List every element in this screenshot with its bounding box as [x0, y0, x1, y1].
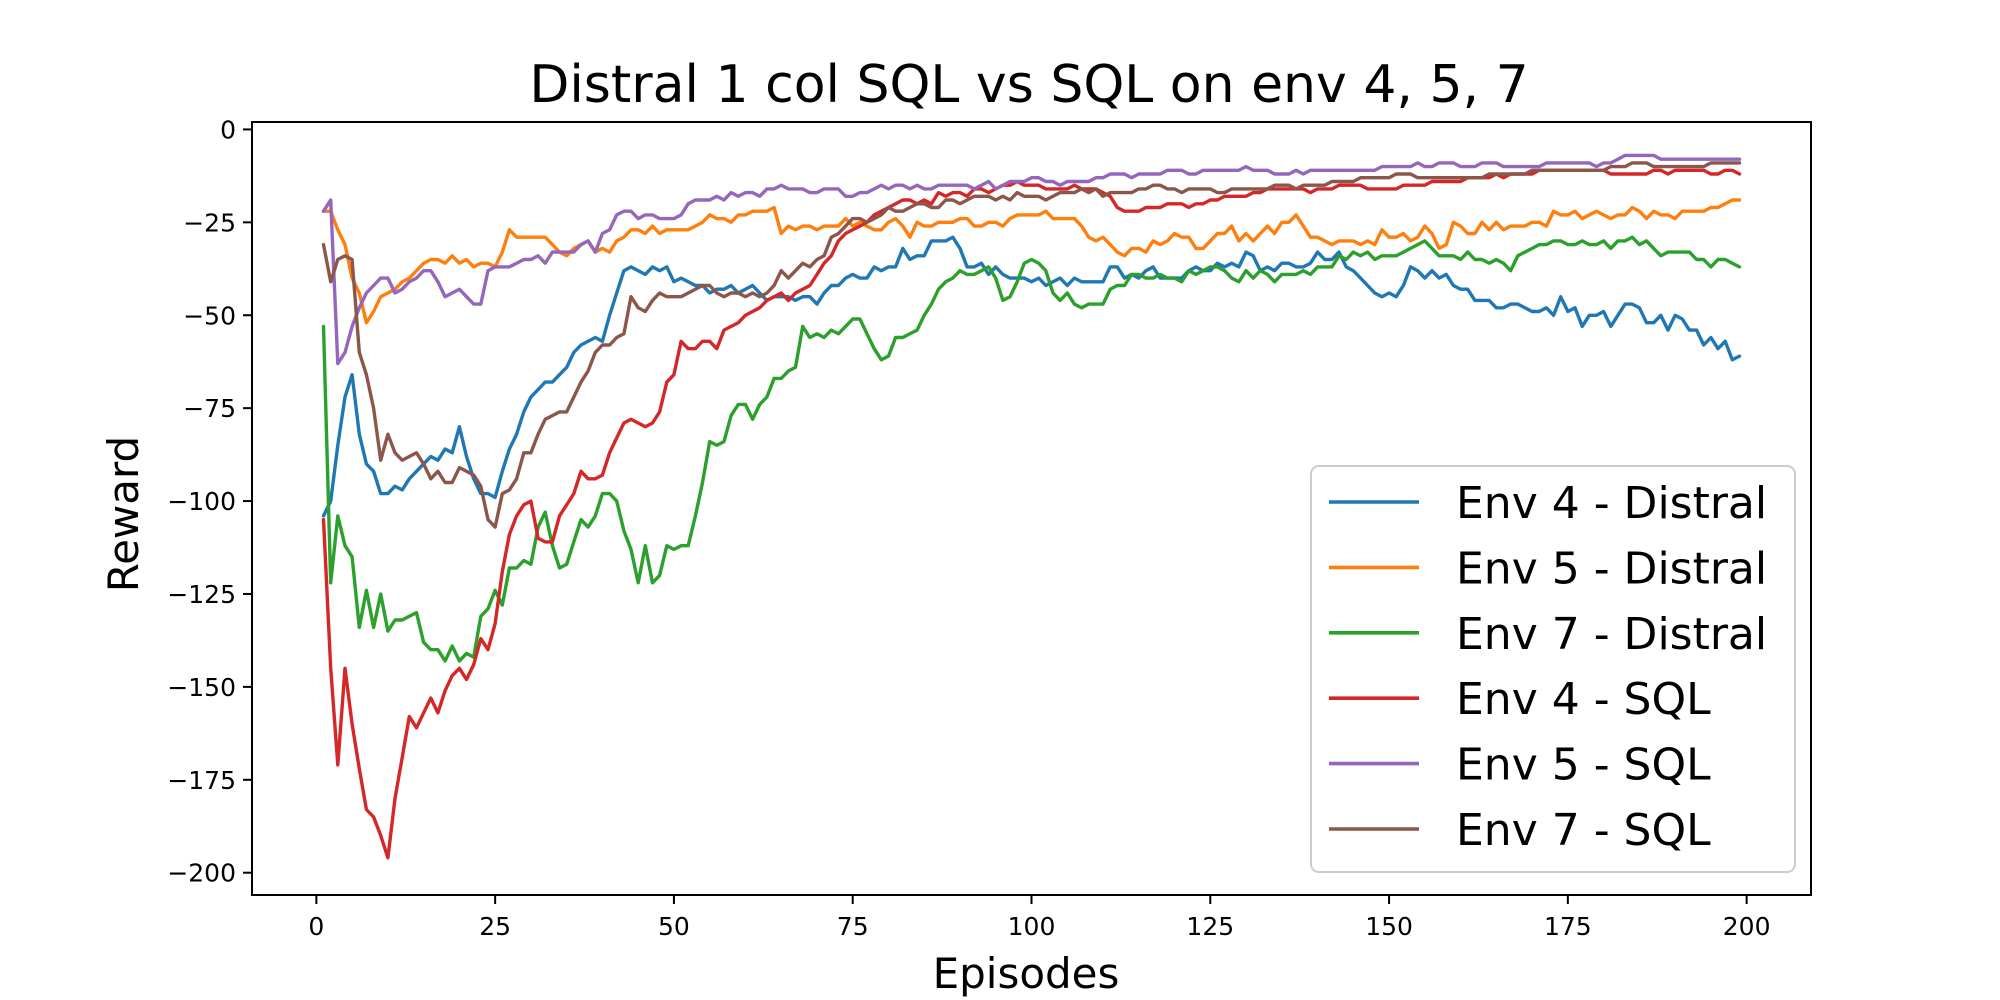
x-tick-label: 125 [1186, 912, 1234, 941]
plot-lines [321, 153, 1742, 860]
y-tick-label: −25 [183, 208, 236, 237]
legend-label: Env 4 - SQL [1456, 674, 1711, 725]
axis-ticks: 0 25 50 75 100 125 150 175 200 0 −25 −50 −75 −100 −125… [167, 115, 1770, 941]
y-tick-label: −175 [167, 766, 236, 795]
y-tick-label: −75 [183, 394, 236, 423]
x-axis-label: Episodes [933, 949, 1120, 998]
x-tick-label: 50 [658, 912, 690, 941]
y-tick-label: −125 [167, 580, 236, 609]
x-tick-label: 150 [1365, 912, 1413, 941]
y-axis-label: Reward [99, 436, 148, 592]
x-tick-label: 175 [1544, 912, 1592, 941]
y-tick-label: −100 [167, 487, 236, 516]
legend-label: Env 7 - Distral [1456, 609, 1767, 660]
legend-box [1310, 465, 1796, 873]
legend-label: Env 5 - SQL [1456, 740, 1711, 791]
series-line-6 [321, 161, 1742, 529]
chart-title: Distral 1 col SQL vs SQL on env 4, 5, 7 [529, 55, 1528, 115]
y-tick-label: −200 [167, 859, 236, 888]
y-tick-label: 0 [220, 115, 236, 144]
series-line-5 [321, 153, 1742, 366]
series-line-4 [321, 168, 1742, 860]
legend-label: Env 5 - Distral [1456, 543, 1767, 594]
y-tick-label: −150 [167, 673, 236, 702]
legend: Env 4 - Distral Env 5 - Distral Env 7 - Di… [1310, 465, 1796, 873]
x-tick-label: 0 [308, 912, 324, 941]
x-tick-label: 200 [1723, 912, 1771, 941]
plot-frame [251, 121, 1812, 896]
legend-label: Env 7 - SQL [1456, 805, 1711, 856]
legend-label: Env 4 - Distral [1456, 478, 1767, 529]
x-tick-label: 25 [479, 912, 511, 941]
x-tick-label: 100 [1008, 912, 1056, 941]
y-tick-label: −50 [183, 301, 236, 330]
series-line-1 [321, 235, 1742, 518]
series-line-3 [321, 235, 1742, 663]
x-tick-label: 75 [837, 912, 869, 941]
